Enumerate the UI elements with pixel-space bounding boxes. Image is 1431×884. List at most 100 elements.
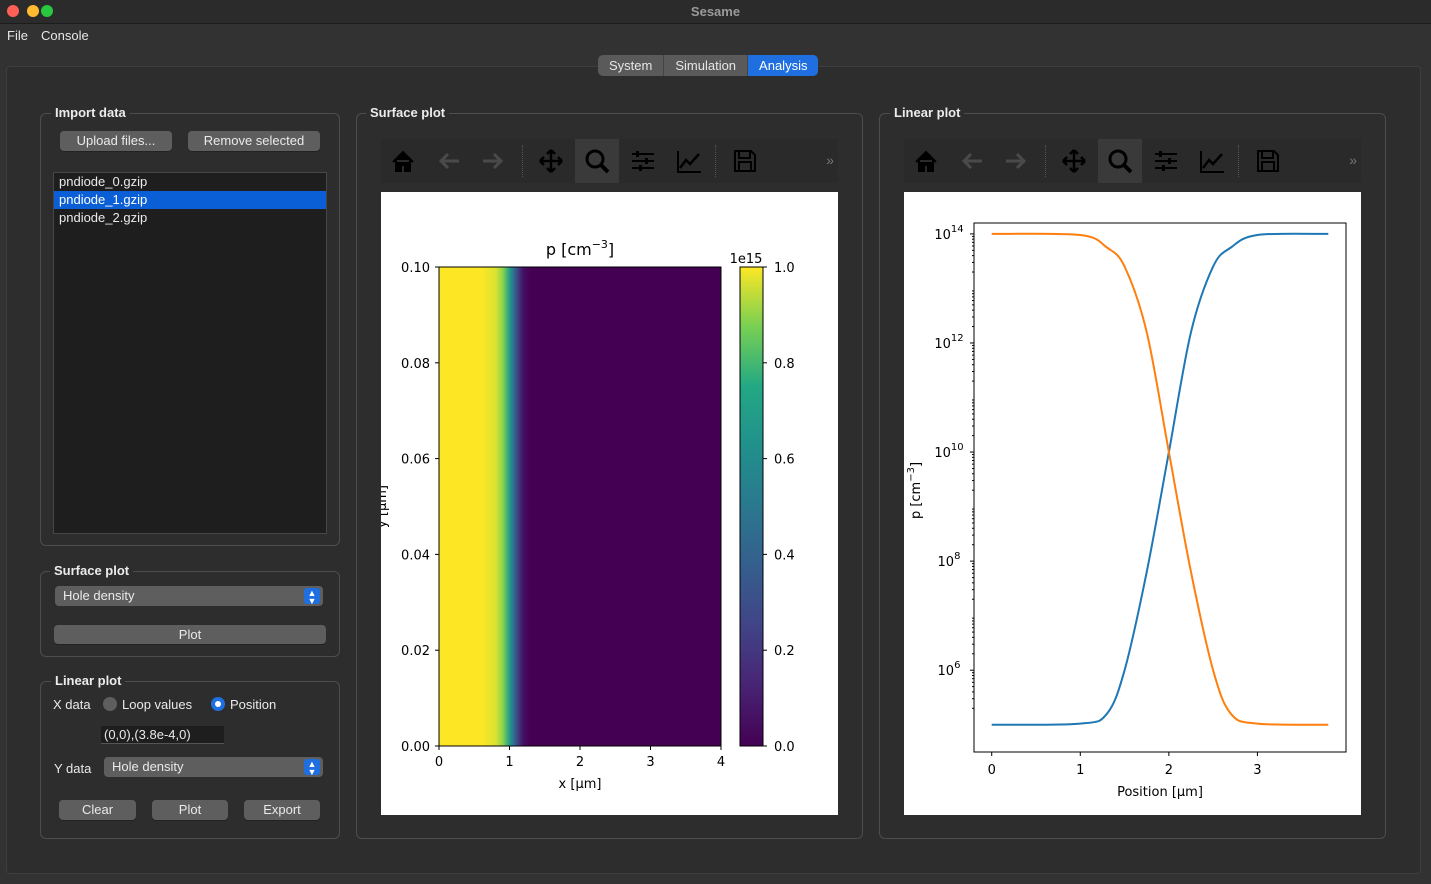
minimize-window-button[interactable] <box>27 5 39 17</box>
remove-selected-button[interactable]: Remove selected <box>188 131 320 151</box>
loop-values-radio[interactable] <box>103 697 117 711</box>
x-tick-label: 1 <box>505 755 513 770</box>
y-tick-label: 0.00 <box>401 740 430 755</box>
position-label: Position <box>230 697 277 712</box>
linear-chart-svg: 0 1 2 3 106 108 1010 1012 1014 Position [μm] p [cm… <box>906 222 1347 800</box>
toolbar-separator <box>1045 145 1046 177</box>
import-data-title: Import data <box>51 105 130 120</box>
chevron-updown-icon: ▲ ▼ <box>304 759 320 777</box>
x-tick-label: 3 <box>646 755 654 770</box>
file-list[interactable]: pndiode_0.gzip pndiode_1.gzip pndiode_2.… <box>53 172 327 534</box>
linear-configure-subplots-button[interactable] <box>1144 139 1188 183</box>
import-data-group <box>40 113 340 546</box>
surface-edit-axis-button[interactable] <box>667 139 711 183</box>
surface-forward-arrow-button[interactable] <box>471 139 515 183</box>
close-window-button[interactable] <box>7 5 19 17</box>
x-axis-label: Position [μm] <box>1117 785 1203 800</box>
surface-plot-canvas[interactable]: 0 1 2 3 4 0.00 0.02 0.04 0.06 0.08 0.10 x [μm] y [μm… <box>375 192 838 815</box>
y-tick-label: 0.08 <box>401 357 430 372</box>
menu-console[interactable]: Console <box>41 28 89 43</box>
clear-button[interactable]: Clear <box>59 800 136 820</box>
x-data-label: X data <box>53 697 91 712</box>
configure-subplots-icon <box>1155 151 1177 171</box>
surface-plot-group <box>40 571 340 657</box>
linear-panel-title: Linear plot <box>890 105 965 120</box>
save-icon <box>734 150 756 172</box>
back-arrow-icon <box>438 152 459 170</box>
surface-pan-button[interactable] <box>529 139 573 183</box>
linear-back-arrow-button[interactable] <box>950 139 994 183</box>
position-radio[interactable] <box>211 697 225 711</box>
list-item[interactable]: pndiode_2.gzip <box>59 210 148 225</box>
surface-save-button[interactable] <box>723 139 767 183</box>
y-tick-label: 108 <box>938 551 961 570</box>
pan-icon <box>1062 149 1086 173</box>
window-title: Sesame <box>690 4 741 19</box>
colorbar-tick-label: 0.4 <box>774 548 795 563</box>
x-tick-label: 2 <box>1165 763 1173 778</box>
tab-system[interactable]: System <box>598 55 665 76</box>
colorbar <box>739 266 764 747</box>
surface-quantity-select[interactable]: Hole density ▲ ▼ <box>55 586 323 606</box>
y-tick-label: 106 <box>938 660 961 679</box>
surface-home-button[interactable] <box>381 139 425 183</box>
y-data-select[interactable]: Hole density ▲ ▼ <box>104 757 323 777</box>
x-tick-label: 4 <box>717 755 725 770</box>
list-item[interactable]: pndiode_0.gzip <box>59 174 148 189</box>
configure-subplots-icon <box>632 151 654 171</box>
linear-toolbar: » <box>904 139 1361 183</box>
zoom-icon <box>585 149 610 174</box>
linear-pan-button[interactable] <box>1052 139 1096 183</box>
colorbar-tick-label: 0.0 <box>774 740 795 755</box>
save-icon <box>1257 150 1279 172</box>
x-tick-label: 0 <box>988 763 996 778</box>
colorbar-multiplier: 1e15 <box>730 252 763 267</box>
position-input[interactable]: (0,0),(3.8e-4,0) <box>101 726 224 744</box>
linear-zoom-button[interactable] <box>1098 139 1142 183</box>
y-tick-label: 1014 <box>934 224 963 243</box>
surface-toolbar: » <box>381 139 838 183</box>
surface-plot-button[interactable]: Plot <box>54 625 326 644</box>
more-icon[interactable]: » <box>1349 152 1357 168</box>
home-icon <box>915 150 937 172</box>
zoom-window-button[interactable] <box>41 5 53 17</box>
edit-axis-icon <box>1200 151 1224 173</box>
linear-plot-button[interactable]: Plot <box>152 800 228 820</box>
linear-plot-canvas[interactable]: 0 1 2 3 106 108 1010 1012 1014 Position [μm] p [cm… <box>904 192 1361 815</box>
linear-plot-panel <box>879 113 1386 839</box>
linear-forward-arrow-button[interactable] <box>994 139 1038 183</box>
y-tick-label: 0.04 <box>401 548 430 563</box>
forward-arrow-icon <box>1006 152 1027 170</box>
menu-file[interactable]: File <box>7 28 28 43</box>
linear-save-button[interactable] <box>1246 139 1290 183</box>
export-button[interactable]: Export <box>244 800 320 820</box>
y-axis-label: y [μm] <box>381 485 390 528</box>
surface-quantity-value: Hole density <box>63 588 135 603</box>
surface-zoom-button[interactable] <box>575 139 619 183</box>
y-tick-label: 1010 <box>934 442 963 461</box>
plot-frame <box>973 222 1347 753</box>
y-axis-label: p [cm−3] <box>906 462 924 519</box>
linear-plot-title: Linear plot <box>51 673 126 688</box>
x-tick-label: 3 <box>1253 763 1261 778</box>
tab-analysis[interactable]: Analysis <box>748 55 819 76</box>
upload-files-button[interactable]: Upload files... <box>60 131 172 151</box>
surface-panel-title: Surface plot <box>366 105 450 120</box>
linear-edit-axis-button[interactable] <box>1190 139 1234 183</box>
chevron-updown-icon: ▲ ▼ <box>304 588 320 606</box>
y-data-label: Y data <box>54 761 92 776</box>
surface-configure-subplots-button[interactable] <box>621 139 665 183</box>
linear-plot-group <box>40 681 340 839</box>
forward-arrow-icon <box>483 152 504 170</box>
more-icon[interactable]: » <box>826 152 834 168</box>
surface-plot-title: Surface plot <box>50 563 134 578</box>
surface-back-arrow-button[interactable] <box>427 139 471 183</box>
zoom-icon <box>1108 149 1133 174</box>
list-item-selected[interactable]: pndiode_1.gzip <box>54 191 326 209</box>
edit-axis-icon <box>677 151 701 173</box>
linear-home-button[interactable] <box>904 139 948 183</box>
x-tick-label: 2 <box>576 755 584 770</box>
colorbar-tick-label: 0.2 <box>774 644 795 659</box>
tab-simulation[interactable]: Simulation <box>664 55 749 76</box>
main-tabs: System Simulation Analysis <box>598 55 819 76</box>
